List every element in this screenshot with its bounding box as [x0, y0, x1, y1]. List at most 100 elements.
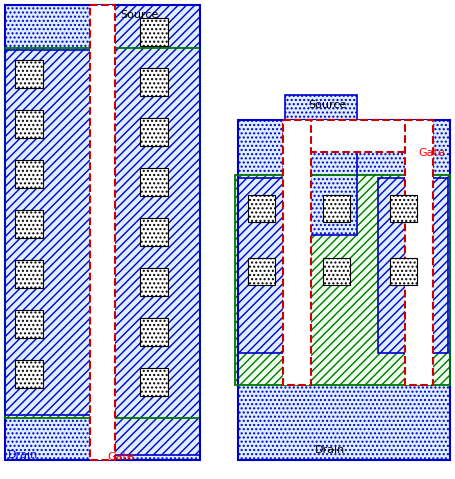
- Bar: [323, 195, 350, 222]
- Bar: [140, 368, 168, 396]
- Text: Drain: Drain: [315, 445, 345, 455]
- Bar: [140, 168, 168, 196]
- Bar: [15, 110, 43, 138]
- Bar: [378, 178, 448, 353]
- Text: Drain: Drain: [8, 450, 38, 460]
- Bar: [405, 120, 433, 385]
- Bar: [140, 268, 168, 296]
- Bar: [140, 218, 168, 246]
- Bar: [238, 120, 450, 460]
- Bar: [15, 260, 43, 288]
- Bar: [323, 258, 350, 285]
- Bar: [235, 175, 450, 385]
- Text: Source: Source: [120, 10, 158, 20]
- Bar: [140, 118, 168, 146]
- Bar: [140, 68, 168, 96]
- Bar: [15, 160, 43, 188]
- Bar: [15, 360, 43, 388]
- Bar: [323, 195, 350, 222]
- Bar: [5, 50, 93, 415]
- Bar: [15, 110, 43, 138]
- Bar: [248, 195, 275, 222]
- Bar: [378, 178, 448, 353]
- Bar: [5, 48, 200, 418]
- Bar: [390, 195, 417, 222]
- Bar: [140, 68, 168, 96]
- Bar: [15, 310, 43, 338]
- Bar: [285, 95, 357, 235]
- Text: Source: Source: [308, 100, 346, 110]
- Bar: [285, 95, 357, 235]
- Bar: [15, 60, 43, 88]
- Bar: [15, 60, 43, 88]
- Bar: [5, 48, 200, 418]
- Bar: [15, 160, 43, 188]
- Bar: [15, 260, 43, 288]
- Text: Gate: Gate: [418, 148, 445, 158]
- Bar: [15, 110, 43, 138]
- Bar: [390, 195, 417, 222]
- Bar: [140, 318, 168, 346]
- Bar: [15, 360, 43, 388]
- Bar: [140, 118, 168, 146]
- Bar: [140, 18, 168, 46]
- Bar: [5, 48, 200, 418]
- Bar: [140, 218, 168, 246]
- Bar: [15, 210, 43, 238]
- Bar: [100, 5, 200, 455]
- Bar: [15, 360, 43, 388]
- Bar: [15, 260, 43, 288]
- Bar: [248, 195, 275, 222]
- Bar: [5, 5, 200, 460]
- Bar: [15, 310, 43, 338]
- Bar: [248, 258, 275, 285]
- Bar: [15, 60, 43, 88]
- Bar: [283, 120, 311, 385]
- Bar: [378, 178, 448, 353]
- Bar: [140, 218, 168, 246]
- Bar: [100, 5, 200, 455]
- Bar: [238, 178, 306, 353]
- Bar: [15, 310, 43, 338]
- Bar: [390, 258, 417, 285]
- Bar: [140, 68, 168, 96]
- Bar: [90, 5, 115, 460]
- Bar: [5, 5, 200, 460]
- Bar: [140, 268, 168, 296]
- Bar: [140, 18, 168, 46]
- Bar: [5, 50, 93, 415]
- Bar: [248, 258, 275, 285]
- Bar: [390, 258, 417, 285]
- Bar: [140, 18, 168, 46]
- Bar: [15, 210, 43, 238]
- Bar: [140, 318, 168, 346]
- Bar: [140, 168, 168, 196]
- Bar: [140, 368, 168, 396]
- Bar: [390, 258, 417, 285]
- Bar: [238, 120, 450, 460]
- Bar: [100, 5, 200, 455]
- Bar: [15, 210, 43, 238]
- Bar: [238, 178, 306, 353]
- Bar: [235, 175, 450, 385]
- Bar: [323, 258, 350, 285]
- Bar: [140, 368, 168, 396]
- Bar: [140, 268, 168, 296]
- Bar: [238, 178, 306, 353]
- Bar: [140, 118, 168, 146]
- Bar: [15, 160, 43, 188]
- Bar: [390, 195, 417, 222]
- Bar: [140, 318, 168, 346]
- Bar: [238, 120, 450, 460]
- Bar: [323, 195, 350, 222]
- Bar: [248, 195, 275, 222]
- Bar: [140, 168, 168, 196]
- Bar: [5, 5, 200, 460]
- Bar: [283, 120, 433, 152]
- Bar: [285, 95, 357, 235]
- Bar: [5, 50, 93, 415]
- Bar: [323, 258, 350, 285]
- Bar: [248, 258, 275, 285]
- Bar: [235, 175, 450, 385]
- Text: Gate: Gate: [107, 452, 134, 462]
